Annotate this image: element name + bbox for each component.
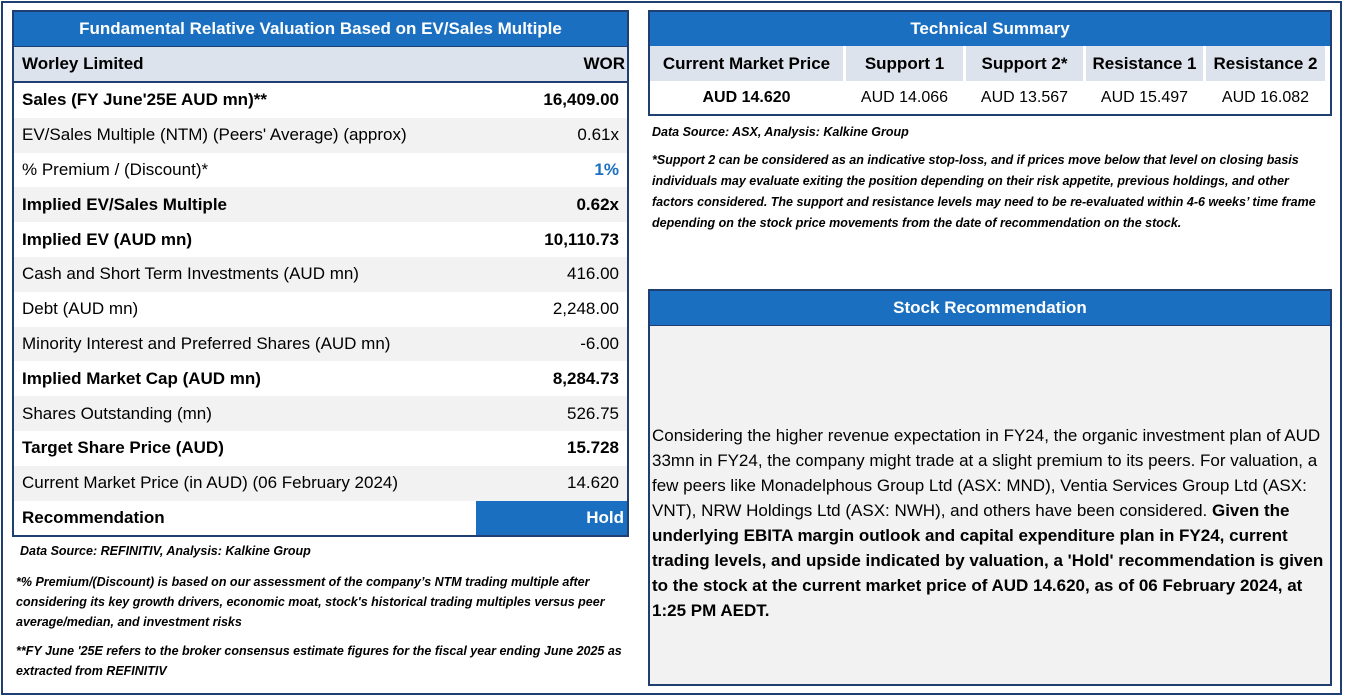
technical-summary-title: Technical Summary xyxy=(650,12,1330,46)
row-label: EV/Sales Multiple (NTM) (Peers' Average)… xyxy=(22,125,407,145)
tech-col-support-2: Support 2* AUD 13.567 xyxy=(966,46,1083,114)
row-label: Sales (FY June'25E AUD mn)** xyxy=(22,90,267,110)
row-label: Target Share Price (AUD) xyxy=(22,438,224,458)
valuation-note-premium: *% Premium/(Discount) is based on our as… xyxy=(16,575,605,629)
row-label: Recommendation xyxy=(22,507,165,527)
valuation-row-shares-outstanding: Shares Outstanding (mn) 526.75 xyxy=(14,396,627,431)
valuation-row-current-price: Current Market Price (in AUD) (06 Februa… xyxy=(14,465,627,501)
valuation-row-minority-interest: Minority Interest and Preferred Shares (… xyxy=(14,326,627,362)
row-value: 1% xyxy=(594,159,619,179)
row-label: Shares Outstanding (mn) xyxy=(22,403,212,423)
row-label: % Premium / (Discount)* xyxy=(22,159,209,179)
valuation-row-ev-sales-multiple: EV/Sales Multiple (NTM) (Peers' Average)… xyxy=(14,117,627,153)
recommendation-text-regular: Considering the higher revenue expectati… xyxy=(652,426,1321,520)
row-value: 15.728 xyxy=(567,438,619,458)
row-label: Cash and Short Term Investments (AUD mn) xyxy=(22,264,359,284)
row-label: Debt (AUD mn) xyxy=(22,299,139,319)
row-label: Implied Market Cap (AUD mn) xyxy=(22,368,261,388)
company-name: Worley Limited xyxy=(22,54,144,73)
tech-value: AUD 14.620 xyxy=(702,88,791,106)
technical-note: *Support 2 can be considered as an indic… xyxy=(652,153,1316,230)
tech-value: AUD 15.497 xyxy=(1100,88,1189,106)
technical-grid: Current Market Price AUD 14.620 Support … xyxy=(650,46,1330,114)
valuation-table: Fundamental Relative Valuation Based on … xyxy=(12,10,629,538)
company-header-row: Worley Limited WOR xyxy=(14,47,627,83)
tech-col-current-price: Current Market Price AUD 14.620 xyxy=(650,46,843,114)
tech-col-resistance-1: Resistance 1 AUD 15.497 xyxy=(1086,46,1203,114)
valuation-row-implied-ev: Implied EV (AUD mn) 10,110.73 xyxy=(14,222,627,257)
row-value: 416.00 xyxy=(567,264,619,284)
row-value: 0.61x xyxy=(577,125,619,145)
valuation-note-fy: **FY June '25E refers to the broker cons… xyxy=(16,644,622,678)
technical-source: Data Source: ASX, Analysis: Kalkine Grou… xyxy=(652,125,909,139)
tech-col-support-1: Support 1 AUD 14.066 xyxy=(846,46,963,114)
technical-summary-table: Technical Summary Current Market Price A… xyxy=(648,10,1332,116)
valuation-source: Data Source: REFINITIV, Analysis: Kalkin… xyxy=(20,544,311,558)
row-value: 8,284.73 xyxy=(552,368,619,388)
stock-recommendation-title: Stock Recommendation xyxy=(650,291,1330,326)
stock-recommendation-box: Stock Recommendation Considering the hig… xyxy=(648,289,1332,686)
row-value: 526.75 xyxy=(567,403,619,423)
row-value: 10,110.73 xyxy=(544,229,619,249)
valuation-title: Fundamental Relative Valuation Based on … xyxy=(14,12,627,47)
row-label: Minority Interest and Preferred Shares (… xyxy=(22,333,391,353)
row-value: 16,409.00 xyxy=(543,90,619,110)
recommendation-text-bold: Given the underlying EBITA margin outloo… xyxy=(652,501,1324,620)
valuation-row-premium: % Premium / (Discount)* 1% xyxy=(14,153,627,188)
row-value: 2,248.00 xyxy=(552,299,619,319)
recommendation-badge: Hold xyxy=(476,500,627,536)
row-label: Current Market Price (in AUD) (06 Februa… xyxy=(22,473,399,493)
valuation-row-sales: Sales (FY June'25E AUD mn)** 16,409.00 xyxy=(14,83,627,118)
tech-header: Support 1 xyxy=(846,46,963,81)
tech-header: Resistance 2 xyxy=(1206,46,1325,81)
row-value: 14.620 xyxy=(567,473,619,493)
tech-header: Resistance 1 xyxy=(1086,46,1203,81)
row-value: 0.62x xyxy=(576,194,619,214)
valuation-row-debt: Debt (AUD mn) 2,248.00 xyxy=(14,292,627,327)
recommendation-text: Considering the higher revenue expectati… xyxy=(652,423,1328,623)
valuation-row-implied-market-cap: Implied Market Cap (AUD mn) 8,284.73 xyxy=(14,361,627,396)
row-value: -6.00 xyxy=(580,333,619,353)
tech-value: AUD 16.082 xyxy=(1221,88,1310,106)
valuation-row-recommendation: Recommendation Hold xyxy=(14,500,627,538)
valuation-row-implied-multiple: Implied EV/Sales Multiple 0.62x xyxy=(14,187,627,223)
tech-value: AUD 13.567 xyxy=(980,88,1069,106)
valuation-row-target-price: Target Share Price (AUD) 15.728 xyxy=(14,431,627,466)
row-label: Implied EV/Sales Multiple xyxy=(22,194,227,214)
company-ticker: WOR xyxy=(583,54,625,73)
tech-col-resistance-2: Resistance 2 AUD 16.082 xyxy=(1206,46,1325,114)
valuation-row-cash: Cash and Short Term Investments (AUD mn)… xyxy=(14,256,627,292)
row-label: Implied EV (AUD mn) xyxy=(22,229,193,249)
tech-header: Support 2* xyxy=(966,46,1083,81)
tech-value: AUD 14.066 xyxy=(860,88,949,106)
tech-header: Current Market Price xyxy=(650,46,843,81)
